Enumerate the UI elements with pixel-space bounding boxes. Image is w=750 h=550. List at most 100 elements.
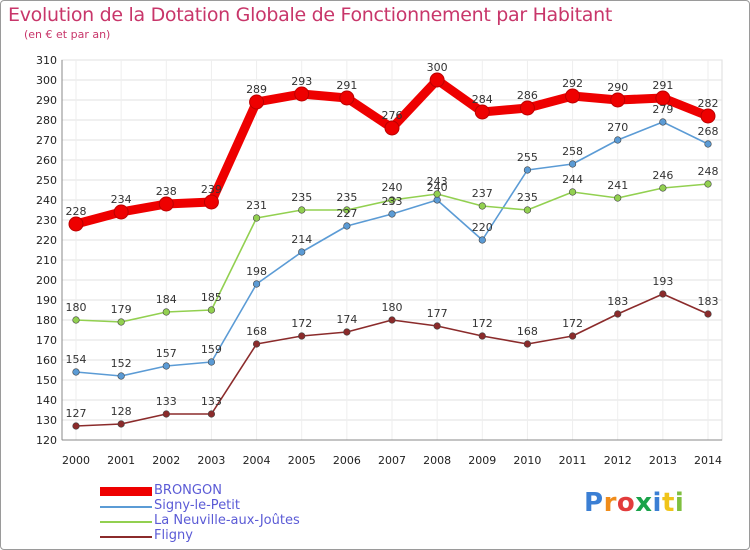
point-brongon-2011	[565, 88, 581, 104]
legend-swatch-fligny	[100, 536, 152, 538]
point-la-neuville-aux-jo-tes-2008	[433, 190, 441, 198]
data-label-fligny-2002: 133	[156, 395, 177, 408]
point-signy-le-petit-2010	[523, 166, 532, 174]
point-signy-le-petit-2009	[478, 236, 486, 244]
point-fligny-2004	[252, 340, 261, 348]
data-label-la-neuville-aux-jo-tes-2008: 243	[427, 175, 448, 188]
x-tick-label-2002: 2002	[152, 454, 180, 467]
y-tick-label-270: 270	[36, 134, 57, 147]
point-brongon-2009	[474, 104, 490, 120]
x-tick-label-2003: 2003	[197, 454, 225, 467]
data-label-brongon-2004: 289	[246, 83, 267, 96]
y-tick-label-260: 260	[36, 154, 57, 167]
label-layer: 228 234 238 239 289 293 291 276 300 284 286 292 290 2…	[66, 61, 719, 420]
point-signy-le-petit-2013	[659, 118, 667, 126]
data-label-la-neuville-aux-jo-tes-2005: 235	[291, 191, 312, 204]
point-fligny-2001	[117, 420, 125, 428]
y-tick-label-300: 300	[36, 74, 57, 87]
logo-letter: x	[635, 488, 653, 518]
y-tick-label-280: 280	[36, 114, 57, 127]
x-tick-label-2000: 2000	[62, 454, 90, 467]
y-tick-label-240: 240	[36, 194, 57, 207]
y-tick-label-130: 130	[36, 414, 57, 427]
point-fligny-2012	[614, 310, 622, 318]
data-label-brongon-2006: 291	[336, 79, 357, 92]
data-label-brongon-2012: 290	[607, 81, 628, 94]
data-label-fligny-2006: 174	[336, 313, 357, 326]
data-label-signy-le-petit-2014: 268	[698, 125, 719, 138]
data-label-signy-le-petit-2013: 279	[652, 103, 673, 116]
logo-letter: o	[616, 488, 636, 518]
data-label-fligny-2004: 168	[246, 325, 267, 338]
data-label-brongon-2001: 234	[111, 193, 132, 206]
data-label-brongon-2011: 292	[562, 77, 583, 90]
data-label-la-neuville-aux-jo-tes-2001: 179	[111, 303, 132, 316]
data-label-fligny-2008: 177	[427, 307, 448, 320]
point-brongon-2005	[294, 86, 310, 102]
data-label-la-neuville-aux-jo-tes-2006: 235	[336, 191, 357, 204]
proxiti-logo: Proxiti	[584, 488, 684, 518]
point-fligny-2002	[162, 410, 170, 418]
point-brongon-2006	[339, 90, 355, 106]
data-label-signy-le-petit-2009: 220	[472, 221, 493, 234]
data-label-brongon-2014: 282	[698, 97, 719, 110]
data-label-brongon-2010: 286	[517, 89, 538, 102]
point-fligny-2010	[523, 340, 532, 348]
y-tick-label-290: 290	[36, 94, 57, 107]
series-layer	[68, 72, 716, 430]
data-label-signy-le-petit-2010: 255	[517, 151, 538, 164]
data-label-fligny-2000: 127	[66, 407, 87, 420]
data-label-la-neuville-aux-jo-tes-2012: 241	[607, 179, 628, 192]
data-label-fligny-2003: 133	[201, 395, 222, 408]
point-brongon-2013	[655, 90, 671, 106]
data-label-fligny-2001: 128	[111, 405, 132, 418]
y-tick-label-150: 150	[36, 374, 57, 387]
data-label-signy-le-petit-2002: 157	[156, 347, 177, 360]
x-tick-label-2004: 2004	[243, 454, 271, 467]
data-label-brongon-2013: 291	[652, 79, 673, 92]
point-brongon-2012	[610, 92, 626, 108]
chart-title: Evolution de la Dotation Globale de Fonc…	[8, 4, 613, 26]
y-tick-label-160: 160	[36, 354, 57, 367]
point-brongon-2014	[700, 108, 716, 124]
axis-layer: 1201301401501601701801902002102202302402…	[36, 54, 722, 467]
data-label-signy-le-petit-2012: 270	[607, 121, 628, 134]
data-label-signy-le-petit-2011: 258	[562, 145, 583, 158]
x-tick-label-2014: 2014	[694, 454, 722, 467]
legend-swatch-brongon	[100, 487, 152, 496]
point-fligny-2003	[207, 410, 216, 418]
data-label-signy-le-petit-2004: 198	[246, 265, 267, 278]
point-fligny-2006	[343, 328, 351, 336]
y-tick-label-210: 210	[36, 254, 57, 267]
point-brongon-2004	[249, 94, 265, 110]
data-label-brongon-2009: 284	[472, 93, 493, 106]
data-label-brongon-2002: 238	[156, 185, 177, 198]
data-label-signy-le-petit-2001: 152	[111, 357, 132, 370]
data-label-fligny-2007: 180	[382, 301, 403, 314]
point-signy-le-petit-2006	[343, 222, 351, 230]
logo-letter: i	[652, 488, 662, 518]
point-signy-le-petit-2003	[207, 358, 216, 366]
data-label-brongon-2005: 293	[291, 75, 312, 88]
point-la-neuville-aux-jo-tes-2001	[117, 318, 125, 326]
legend-swatch-signy-le-petit	[100, 506, 152, 508]
point-signy-le-petit-2005	[298, 248, 306, 256]
legend-swatch-la-neuville-aux-jo-tes	[100, 521, 152, 523]
data-label-fligny-2005: 172	[291, 317, 312, 330]
point-fligny-2009	[478, 332, 486, 340]
x-tick-label-2012: 2012	[604, 454, 632, 467]
data-label-la-neuville-aux-jo-tes-2014: 248	[698, 165, 719, 178]
x-tick-label-2008: 2008	[423, 454, 451, 467]
point-signy-le-petit-2012	[614, 136, 622, 144]
point-la-neuville-aux-jo-tes-2010	[523, 206, 532, 214]
data-label-la-neuville-aux-jo-tes-2007: 240	[382, 181, 403, 194]
point-la-neuville-aux-jo-tes-2006	[343, 206, 351, 214]
y-tick-label-170: 170	[36, 334, 57, 347]
legend-label-la-neuville-aux-jo-tes: La Neuville-aux-Joûtes	[154, 513, 300, 528]
y-tick-label-310: 310	[36, 54, 57, 67]
x-tick-label-2007: 2007	[378, 454, 406, 467]
point-signy-le-petit-2007	[388, 210, 396, 218]
point-fligny-2005	[298, 332, 306, 340]
data-label-signy-le-petit-2008: 240	[427, 181, 448, 194]
x-tick-label-2011: 2011	[559, 454, 587, 467]
